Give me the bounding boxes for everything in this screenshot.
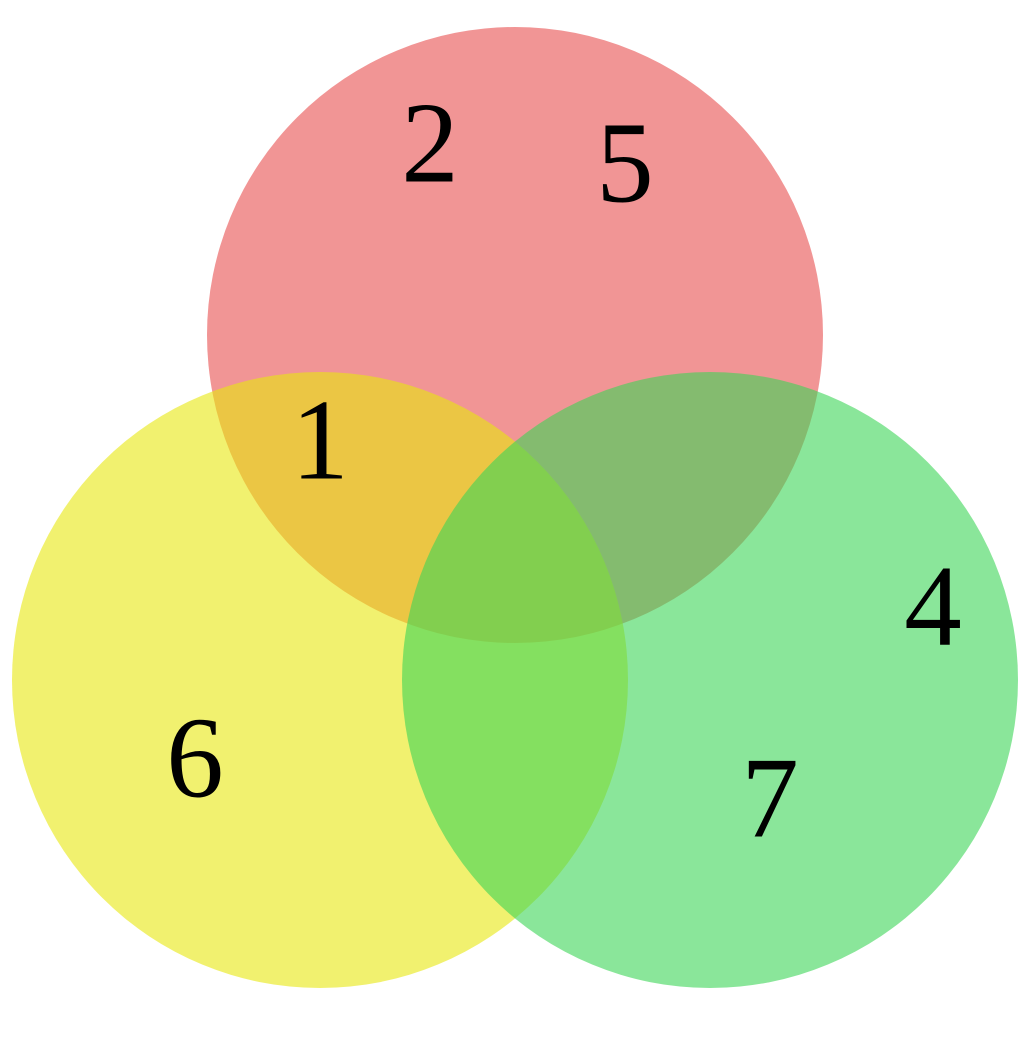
venn-label-2: 2 (401, 79, 459, 206)
venn-label-4: 4 (904, 542, 962, 669)
venn-label-6: 6 (166, 694, 224, 821)
venn-circle-right (402, 372, 1018, 988)
venn-label-7: 7 (741, 734, 799, 861)
venn-label-1: 1 (291, 376, 349, 503)
venn-label-5: 5 (596, 99, 654, 226)
venn-diagram: 2 5 1 4 6 7 (0, 0, 1024, 1050)
